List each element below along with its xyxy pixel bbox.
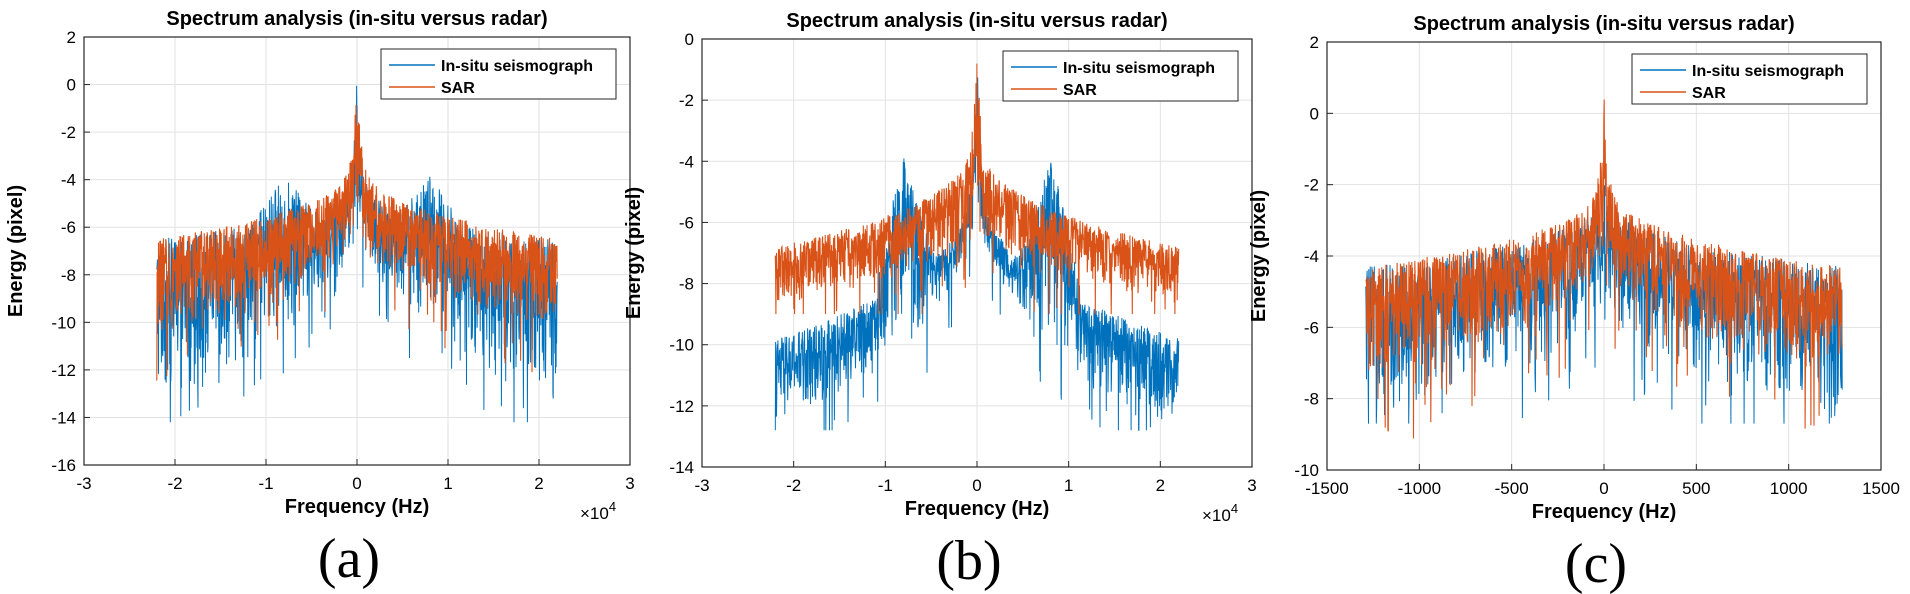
axes-box bbox=[701, 38, 1253, 468]
y-tick-label: 0 bbox=[685, 30, 694, 49]
y-tick-label: -14 bbox=[51, 408, 76, 427]
legend: In-situ seismograph SAR bbox=[1002, 50, 1239, 102]
x-axis-label: Frequency (Hz) bbox=[905, 498, 1049, 520]
x-tick-label: -2 bbox=[167, 474, 182, 493]
x-multiplier-base: ×10 bbox=[580, 504, 609, 523]
legend-box bbox=[1631, 53, 1868, 105]
chart-title: Spectrum analysis (in-situ versus radar) bbox=[166, 8, 547, 30]
x-tick-label: 0 bbox=[352, 474, 361, 493]
series-line-sar bbox=[774, 63, 1180, 315]
x-tick-label: -1 bbox=[878, 476, 893, 495]
x-multiplier-exponent: 4 bbox=[1231, 501, 1238, 516]
y-tick-label: -14 bbox=[669, 458, 694, 477]
series-line-sar bbox=[156, 104, 558, 381]
x-axis-label: Frequency (Hz) bbox=[285, 496, 429, 518]
x-multiplier-exponent: 4 bbox=[609, 499, 616, 514]
legend-label-sar: SAR bbox=[1692, 85, 1726, 102]
y-tick-label: -12 bbox=[51, 361, 76, 380]
x-tick-label: -2 bbox=[786, 476, 801, 495]
x-tick-label: -3 bbox=[694, 476, 709, 495]
y-tick-label: 0 bbox=[1310, 104, 1319, 123]
legend-box bbox=[1002, 50, 1239, 102]
y-tick-label: -10 bbox=[1294, 461, 1319, 480]
y-tick-label: -10 bbox=[51, 313, 76, 332]
x-tick-label: 1 bbox=[443, 474, 452, 493]
axes-box bbox=[1326, 41, 1882, 471]
y-tick-label: -10 bbox=[669, 336, 694, 355]
y-tick-label: -4 bbox=[679, 152, 694, 171]
legend-label-in-situ: In-situ seismograph bbox=[1063, 60, 1215, 77]
panel-label: (a) bbox=[318, 528, 380, 590]
y-tick-label: -2 bbox=[61, 123, 76, 142]
x-tick-label: 3 bbox=[1247, 476, 1256, 495]
x-tick-label: 3 bbox=[625, 474, 634, 493]
chart-title: Spectrum analysis (in-situ versus radar) bbox=[786, 10, 1167, 32]
legend-box bbox=[380, 48, 617, 100]
y-tick-label: -8 bbox=[1304, 390, 1319, 409]
x-tick-label: -3 bbox=[76, 474, 91, 493]
legend: In-situ seismograph SAR bbox=[1631, 53, 1868, 105]
x-tick-label: -1 bbox=[258, 474, 273, 493]
y-tick-label: 2 bbox=[67, 28, 76, 47]
y-tick-label: -2 bbox=[1304, 176, 1319, 195]
y-tick-label: -4 bbox=[61, 171, 76, 190]
legend-label-sar: SAR bbox=[441, 80, 475, 97]
chart-title: Spectrum analysis (in-situ versus radar) bbox=[1413, 13, 1794, 35]
legend-label-in-situ: In-situ seismograph bbox=[1692, 63, 1844, 80]
y-axis-label: Energy (pixel) bbox=[623, 187, 645, 319]
y-tick-label: -12 bbox=[669, 397, 694, 416]
y-tick-label: 0 bbox=[67, 76, 76, 95]
y-tick-label: -6 bbox=[679, 213, 694, 232]
chart-panel-a: -3 -2 -1 0 1 2 320-2-4-6-8-10-12-14-16Spectrum… bbox=[5, 8, 635, 590]
panel-label: (c) bbox=[1565, 533, 1627, 594]
x-tick-label: 1000 bbox=[1770, 479, 1808, 498]
x-tick-label: 1 bbox=[1064, 476, 1073, 495]
x-tick-label: -1500 bbox=[1305, 479, 1348, 498]
y-tick-label: 2 bbox=[1310, 33, 1319, 52]
x-tick-label: 2 bbox=[534, 474, 543, 493]
x-multiplier: ×104 bbox=[1202, 501, 1238, 525]
x-tick-label: 500 bbox=[1682, 479, 1710, 498]
x-tick-label: 1500 bbox=[1862, 479, 1900, 498]
axes-box bbox=[83, 36, 631, 466]
x-axis-label: Frequency (Hz) bbox=[1532, 501, 1676, 523]
x-tick-label: 0 bbox=[1599, 479, 1608, 498]
legend-label-in-situ: In-situ seismograph bbox=[441, 58, 593, 75]
chart-panel-c: -1500 -1000 -500 0 500 1000 1500 2 0 -2 -4 -6 -8 -10 S… bbox=[1248, 13, 1900, 594]
series-line-sar bbox=[1365, 99, 1843, 439]
x-tick-label: 2 bbox=[1156, 476, 1165, 495]
y-tick-label: -4 bbox=[1304, 247, 1319, 266]
x-multiplier: ×104 bbox=[580, 499, 616, 523]
x-tick-label: -500 bbox=[1495, 479, 1529, 498]
y-axis-label: Energy (pixel) bbox=[5, 185, 27, 317]
panel-label: (b) bbox=[936, 530, 1001, 592]
x-tick-label: 0 bbox=[972, 476, 981, 495]
y-axis-label: Energy (pixel) bbox=[1248, 190, 1270, 322]
x-multiplier-base: ×10 bbox=[1202, 506, 1231, 525]
y-tick-label: -2 bbox=[679, 91, 694, 110]
y-tick-label: -8 bbox=[679, 275, 694, 294]
y-tick-label: -6 bbox=[1304, 318, 1319, 337]
x-tick-label: -1000 bbox=[1398, 479, 1441, 498]
y-tick-label: -16 bbox=[51, 456, 76, 475]
y-tick-label: -8 bbox=[61, 266, 76, 285]
legend-label-sar: SAR bbox=[1063, 82, 1097, 99]
y-tick-label: -6 bbox=[61, 218, 76, 237]
legend: In-situ seismograph SAR bbox=[380, 48, 617, 100]
